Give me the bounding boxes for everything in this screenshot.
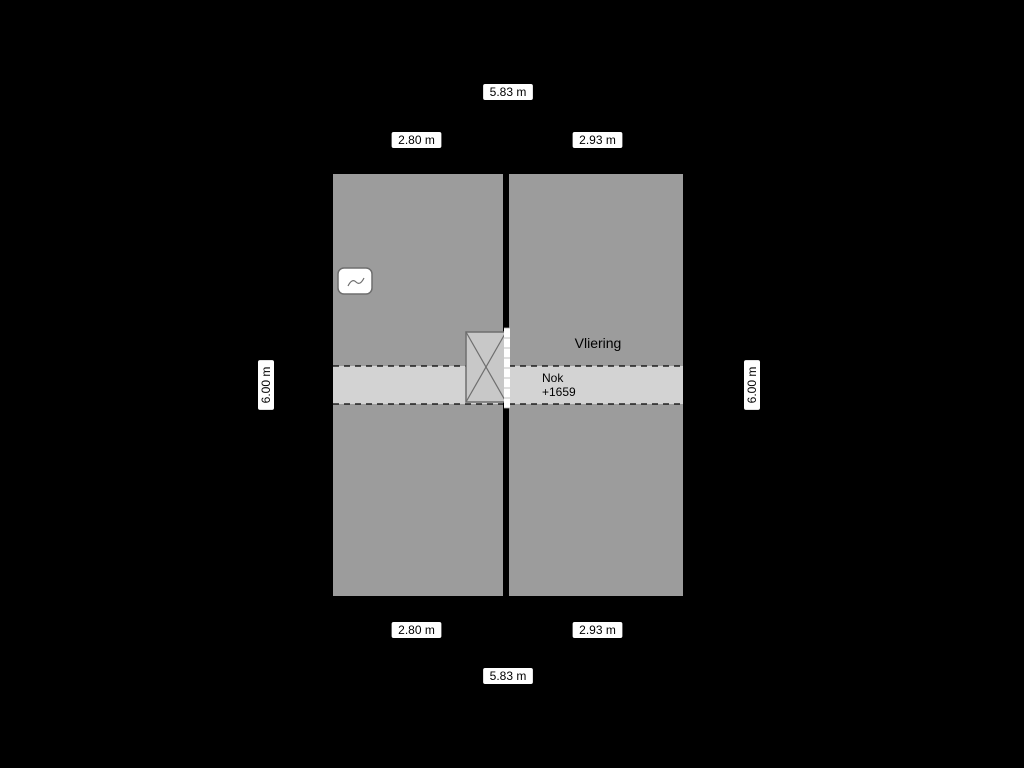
dim-top-total: 5.83 m: [482, 84, 534, 100]
ridge-band-right: [509, 366, 683, 404]
svg-text:2.93 m: 2.93 m: [579, 133, 616, 147]
svg-text:2.93 m: 2.93 m: [579, 623, 616, 637]
svg-text:5.83 m: 5.83 m: [490, 85, 527, 99]
svg-text:2.80 m: 2.80 m: [398, 623, 435, 637]
dim-top-right: 2.93 m: [572, 132, 624, 148]
dim-bottom-left: 2.80 m: [391, 622, 443, 638]
svg-text:6.00 m: 6.00 m: [745, 367, 759, 404]
dim-bottom-total: 5.83 m: [482, 668, 534, 684]
dim-top-left: 2.80 m: [391, 132, 443, 148]
room-label: Vliering: [575, 335, 622, 351]
ridge-height-label: +1659: [542, 385, 576, 399]
dim-left: 6.00 m: [258, 359, 274, 411]
dim-bottom-right: 2.93 m: [572, 622, 624, 638]
ridge-label: Nok: [542, 371, 564, 385]
svg-text:6.00 m: 6.00 m: [259, 367, 273, 404]
svg-text:5.83 m: 5.83 m: [490, 669, 527, 683]
dim-right: 6.00 m: [744, 359, 760, 411]
svg-text:2.80 m: 2.80 m: [398, 133, 435, 147]
